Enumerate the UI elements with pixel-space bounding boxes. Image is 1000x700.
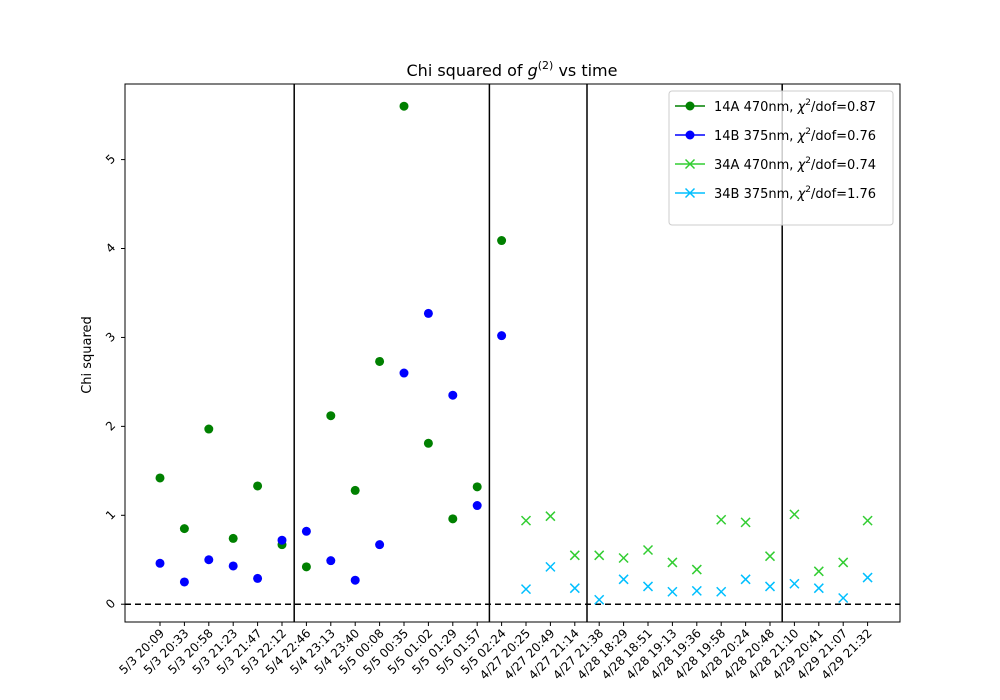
data-point-34a-470nm <box>545 511 556 522</box>
data-point-34a-470nm <box>618 552 629 564</box>
y-tick-label: 0 <box>103 596 118 611</box>
data-point-34b-375nm <box>642 581 654 592</box>
y-tick-label: 5 <box>103 152 118 167</box>
data-point-34a-470nm <box>789 509 800 520</box>
data-point-14a-470nm <box>301 562 311 572</box>
data-point-14a-470nm <box>350 485 360 495</box>
data-point-14a-470nm <box>204 424 214 434</box>
data-point-34a-470nm <box>813 566 824 577</box>
data-point-14a-470nm <box>228 533 238 543</box>
data-point-14b-375nm <box>277 535 287 545</box>
data-point-34a-470nm <box>838 557 849 568</box>
y-axis-label: Chi squared <box>80 316 95 394</box>
data-point-14a-470nm <box>375 356 385 366</box>
data-point-14a-470nm <box>399 101 409 111</box>
y-tick-label: 2 <box>103 418 118 433</box>
data-point-14a-470nm <box>448 514 458 524</box>
data-point-34b-375nm <box>838 592 849 604</box>
data-point-34a-470nm <box>691 564 702 575</box>
data-point-14b-375nm <box>423 308 433 318</box>
legend-marker-14a-470nm <box>685 101 695 111</box>
data-point-14b-375nm <box>155 558 165 568</box>
data-point-14a-470nm <box>253 481 263 491</box>
data-point-34a-470nm <box>569 550 580 561</box>
data-point-34a-470nm <box>520 515 532 526</box>
data-point-34b-375nm <box>716 586 727 597</box>
data-point-34a-470nm <box>594 550 605 561</box>
legend-box <box>668 90 894 226</box>
data-point-14b-375nm <box>399 368 409 378</box>
data-point-14b-375nm <box>448 390 458 400</box>
data-point-14a-470nm <box>179 524 189 534</box>
data-point-34b-375nm <box>740 574 751 585</box>
data-point-34b-375nm <box>667 586 678 597</box>
data-point-14b-375nm <box>228 561 238 571</box>
data-point-14b-375nm <box>350 575 360 585</box>
data-point-14a-470nm <box>423 438 433 448</box>
legend-marker-14b-375nm <box>685 130 695 140</box>
data-point-14b-375nm <box>301 526 311 536</box>
data-point-14b-375nm <box>326 556 336 566</box>
y-tick-label: 1 <box>103 507 118 522</box>
legend-label-34a-470nm: 34A 470nm, χ2/dof=0.74 <box>714 156 876 173</box>
data-point-34b-375nm <box>691 585 702 596</box>
legend-label-34b-375nm: 34B 375nm, χ2/dof=1.76 <box>714 185 876 202</box>
legend-marker-34b-375nm <box>684 187 696 199</box>
data-point-34a-470nm <box>862 515 873 526</box>
data-point-14b-375nm <box>497 331 507 341</box>
data-point-14b-375nm <box>204 555 214 565</box>
y-tick-label: 4 <box>103 241 118 256</box>
data-point-34a-470nm <box>764 551 776 562</box>
data-point-14a-470nm <box>472 482 482 492</box>
data-point-14a-470nm <box>155 473 165 483</box>
data-point-34a-470nm <box>740 517 751 528</box>
data-point-34b-375nm <box>569 583 580 594</box>
data-point-14a-470nm <box>326 411 336 421</box>
y-tick-label: 3 <box>103 329 118 344</box>
data-point-34b-375nm <box>813 583 824 594</box>
legend-label-14b-375nm: 14B 375nm, χ2/dof=0.76 <box>714 127 876 144</box>
data-point-34a-470nm <box>716 514 727 525</box>
data-point-34b-375nm <box>594 594 605 605</box>
data-point-14b-375nm <box>472 501 482 511</box>
legend-marker-34a-470nm <box>684 158 696 170</box>
legend-label-14a-470nm: 14A 470nm, χ2/dof=0.87 <box>714 98 876 115</box>
plot-frame <box>124 83 901 623</box>
data-point-34b-375nm <box>862 572 873 583</box>
data-point-34b-375nm <box>764 581 776 592</box>
data-point-34b-375nm <box>545 561 556 572</box>
data-point-14b-375nm <box>179 577 189 587</box>
chart-title: Chi squared of g(2) vs time <box>407 59 618 80</box>
data-point-34a-470nm <box>667 557 678 568</box>
data-point-34b-375nm <box>520 584 532 595</box>
data-point-14b-375nm <box>375 540 385 550</box>
data-point-34b-375nm <box>789 578 800 589</box>
data-point-14a-470nm <box>497 236 507 246</box>
data-point-34b-375nm <box>618 574 629 585</box>
data-point-14b-375nm <box>253 573 263 583</box>
data-point-34a-470nm <box>642 544 654 556</box>
